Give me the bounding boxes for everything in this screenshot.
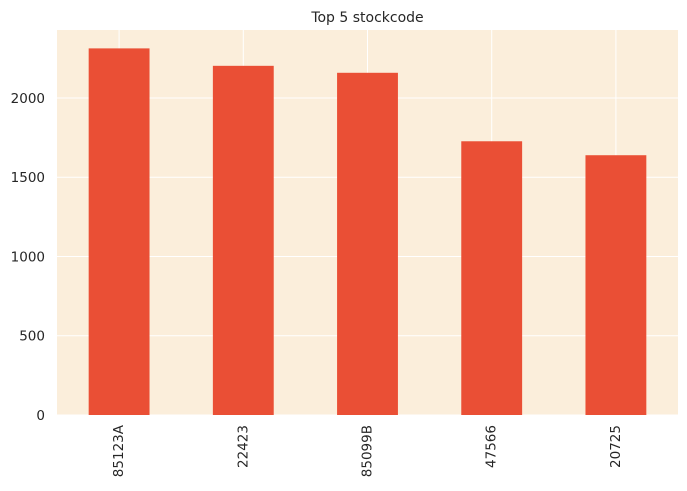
bars xyxy=(88,48,647,416)
bar-22423 xyxy=(212,65,274,416)
y-tick-label: 1000 xyxy=(11,249,45,265)
x-tick-label: 22423 xyxy=(235,425,251,468)
x-tick-label: 20725 xyxy=(608,425,624,468)
y-axis-tick-labels: 0 500 1000 1500 2000 xyxy=(11,91,45,424)
y-tick-label: 2000 xyxy=(11,91,45,107)
x-axis-tick-labels: 85123A 22423 85099B 47566 20725 xyxy=(111,424,624,477)
bar-85123A xyxy=(88,48,150,415)
x-tick-label: 85123A xyxy=(111,424,127,477)
y-tick-label: 0 xyxy=(36,408,45,424)
bar-47566 xyxy=(461,141,523,415)
chart-title: Top 5 stockcode xyxy=(310,10,423,26)
x-tick-label: 85099B xyxy=(360,425,376,477)
bar-85099B xyxy=(337,72,398,416)
bar-20725 xyxy=(585,155,647,416)
y-tick-label: 500 xyxy=(19,329,45,345)
y-tick-label: 1500 xyxy=(11,170,45,186)
x-tick-label: 47566 xyxy=(484,425,500,468)
